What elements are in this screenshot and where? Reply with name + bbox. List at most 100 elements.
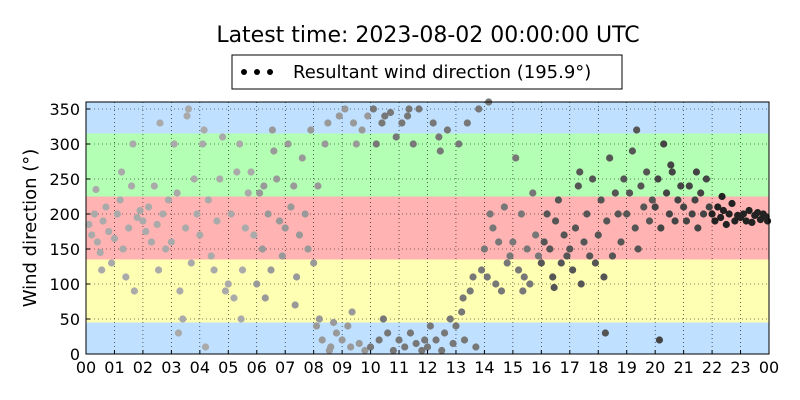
- data-point: [668, 168, 676, 176]
- data-point: [718, 192, 726, 201]
- data-point: [617, 238, 625, 246]
- data-point: [162, 245, 170, 253]
- data-point: [318, 336, 326, 344]
- data-point: [164, 196, 173, 204]
- data-point: [273, 175, 281, 183]
- data-point: [173, 189, 181, 197]
- data-point: [495, 238, 503, 246]
- data-point: [426, 322, 434, 330]
- data-point: [739, 210, 747, 218]
- data-point: [199, 140, 207, 148]
- data-point: [423, 343, 432, 351]
- data-point: [469, 273, 477, 281]
- data-point: [643, 168, 651, 176]
- data-point: [102, 203, 110, 211]
- legend: Resultant wind direction (195.9°): [231, 54, 623, 90]
- data-point: [503, 259, 511, 267]
- data-point: [623, 210, 631, 218]
- y-tick-label: 250: [49, 170, 80, 189]
- data-point: [519, 287, 527, 295]
- data-point: [583, 210, 591, 218]
- x-tick-label: 16: [531, 358, 551, 377]
- data-point: [418, 346, 426, 355]
- data-point: [526, 280, 534, 288]
- data-point: [671, 217, 679, 225]
- data-point: [576, 168, 584, 176]
- data-point: [452, 322, 460, 330]
- data-point: [338, 336, 346, 344]
- data-point: [278, 252, 286, 260]
- data-point: [472, 343, 480, 351]
- data-point: [184, 105, 193, 113]
- data-point: [295, 231, 304, 239]
- data-point: [174, 329, 183, 337]
- data-point: [763, 217, 772, 225]
- data-point: [247, 168, 255, 176]
- data-point: [381, 112, 389, 120]
- data-point: [719, 206, 728, 215]
- data-point: [260, 182, 268, 190]
- x-axis-ticks: 00 01 02 03 04 05 06 07 08 09 10 11 12 13 14 15 16 17 18 19…: [76, 350, 779, 377]
- data-point: [150, 182, 158, 190]
- data-point: [352, 140, 360, 148]
- data-point: [315, 315, 323, 323]
- data-point: [241, 224, 249, 232]
- y-tick-label: 200: [49, 205, 80, 224]
- data-point: [665, 210, 673, 218]
- data-point: [640, 203, 648, 211]
- data-point: [691, 196, 699, 204]
- data-point: [745, 206, 753, 215]
- data-point: [250, 231, 258, 239]
- data-point: [680, 203, 688, 211]
- data-point: [258, 245, 267, 253]
- data-point: [654, 175, 662, 183]
- data-point: [637, 182, 645, 190]
- data-point: [182, 224, 190, 232]
- data-point: [324, 119, 332, 127]
- data-point: [600, 273, 608, 281]
- data-point: [264, 210, 272, 218]
- data-point: [312, 322, 321, 330]
- data-point: [213, 217, 221, 225]
- data-point: [372, 140, 380, 148]
- data-point: [506, 252, 514, 260]
- data-point: [580, 238, 588, 246]
- data-point: [221, 287, 230, 295]
- data-point: [459, 294, 467, 302]
- data-point: [500, 203, 508, 211]
- data-point: [514, 266, 523, 274]
- data-point: [728, 199, 736, 208]
- data-point: [480, 245, 489, 253]
- data-point: [443, 126, 452, 134]
- data-point: [395, 336, 403, 344]
- data-point: [255, 189, 264, 197]
- data-point: [682, 217, 691, 225]
- x-tick-label: 10: [360, 358, 380, 377]
- data-point: [304, 245, 312, 253]
- data-point: [645, 217, 654, 225]
- x-tick-label: 17: [560, 358, 580, 377]
- data-point: [611, 189, 619, 197]
- data-point: [301, 210, 309, 218]
- data-point: [92, 185, 100, 194]
- data-point: [438, 346, 446, 355]
- data-point: [717, 213, 725, 222]
- data-point: [366, 343, 375, 351]
- data-point: [369, 105, 378, 113]
- data-point: [386, 108, 395, 117]
- data-point: [230, 294, 238, 302]
- data-point: [210, 266, 218, 274]
- data-point: [129, 140, 137, 148]
- data-point: [105, 227, 113, 236]
- data-point: [477, 266, 486, 274]
- data-point: [127, 182, 136, 190]
- data-point: [284, 140, 292, 148]
- x-tick-label: 13: [446, 358, 466, 377]
- x-tick-label: 08: [303, 358, 323, 377]
- data-point: [722, 220, 730, 229]
- data-point: [291, 301, 299, 309]
- data-point: [183, 112, 191, 120]
- data-point: [193, 210, 201, 218]
- data-point: [275, 217, 284, 225]
- data-point: [119, 245, 127, 253]
